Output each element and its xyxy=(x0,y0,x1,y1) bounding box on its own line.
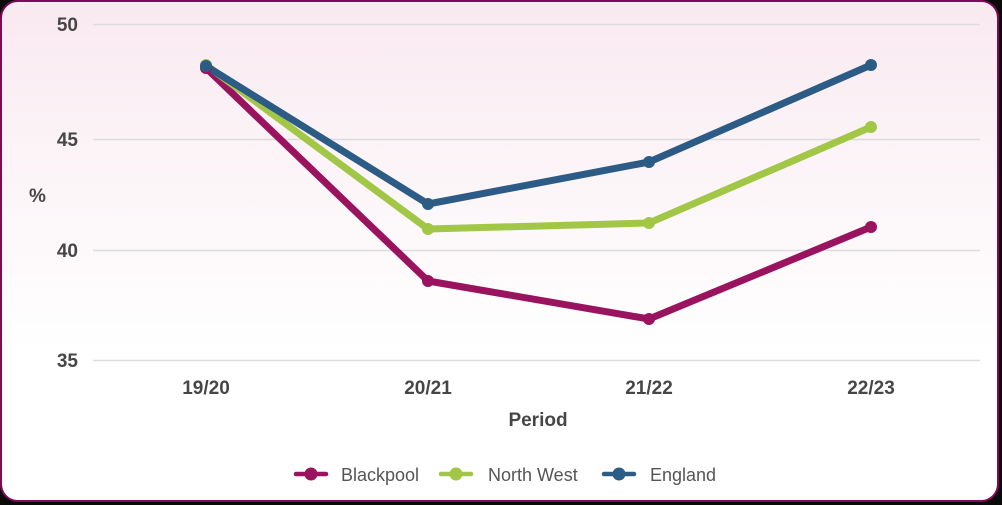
svg-text:40: 40 xyxy=(57,241,78,262)
svg-text:Blackpool: Blackpool xyxy=(341,465,419,485)
svg-text:45: 45 xyxy=(57,130,79,151)
svg-text:50: 50 xyxy=(57,15,78,36)
svg-text:20/21: 20/21 xyxy=(404,378,452,399)
svg-text:22/23: 22/23 xyxy=(847,378,895,399)
svg-text:35: 35 xyxy=(57,351,79,372)
svg-text:Period: Period xyxy=(508,410,567,431)
svg-text:England: England xyxy=(650,465,716,485)
svg-text:19/20: 19/20 xyxy=(182,378,230,399)
svg-text:North West: North West xyxy=(488,465,578,485)
svg-text:%: % xyxy=(29,186,46,207)
svg-text:21/22: 21/22 xyxy=(625,378,673,399)
